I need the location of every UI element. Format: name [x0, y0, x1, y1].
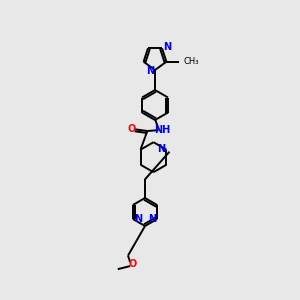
Text: N: N	[158, 144, 166, 154]
Text: N: N	[148, 214, 156, 224]
Text: CH₃: CH₃	[184, 57, 199, 66]
Text: N: N	[163, 42, 171, 52]
Text: N: N	[146, 66, 154, 76]
Text: O: O	[128, 124, 136, 134]
Text: O: O	[129, 259, 137, 269]
Text: N: N	[134, 214, 142, 224]
Text: NH: NH	[154, 125, 171, 135]
